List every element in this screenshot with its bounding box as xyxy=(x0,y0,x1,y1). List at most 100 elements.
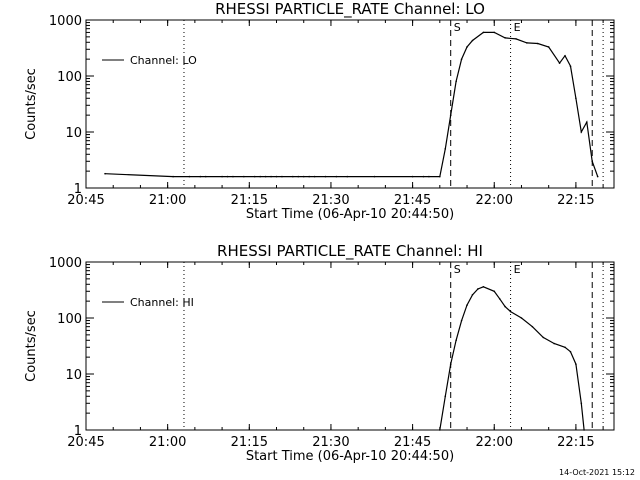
data-point xyxy=(281,175,283,178)
data-point xyxy=(553,342,555,345)
y-tick-label: 1 xyxy=(74,182,82,197)
x-tick-label: 21:30 xyxy=(312,435,349,450)
data-point xyxy=(575,363,577,365)
data-point xyxy=(302,175,305,178)
data-point xyxy=(199,175,202,178)
data-point xyxy=(482,286,485,288)
data-point xyxy=(221,175,223,178)
x-tick-label: 21:45 xyxy=(394,193,431,208)
data-point xyxy=(466,304,468,306)
data-point xyxy=(204,175,207,178)
data-point xyxy=(259,175,261,178)
data-point xyxy=(243,175,245,178)
data-point xyxy=(172,175,174,178)
x-tick-label: 21:30 xyxy=(312,193,349,208)
x-tick-label: 22:15 xyxy=(557,435,594,450)
data-point xyxy=(292,175,294,178)
data-point xyxy=(509,310,512,313)
data-point xyxy=(536,42,539,45)
data-point xyxy=(504,305,506,308)
data-point xyxy=(264,175,267,178)
y-tick-label: 1 xyxy=(74,424,82,439)
data-point xyxy=(297,175,300,178)
marker-label: E xyxy=(514,21,521,34)
data-point xyxy=(498,298,501,300)
data-point xyxy=(275,175,278,178)
data-point xyxy=(428,175,430,178)
data-point xyxy=(308,175,310,178)
data-point xyxy=(335,175,338,178)
legend-label: Channel: LO xyxy=(130,54,197,67)
data-point xyxy=(444,148,447,150)
data-point xyxy=(422,175,425,178)
data-point xyxy=(504,37,506,39)
data-point xyxy=(585,121,588,123)
data-point xyxy=(411,175,414,178)
data-point xyxy=(439,429,441,431)
data-point xyxy=(270,175,272,178)
data-point xyxy=(583,429,585,431)
data-point xyxy=(253,175,256,178)
data-point xyxy=(455,339,457,342)
data-point xyxy=(449,363,452,365)
data-point xyxy=(596,175,599,178)
data-point xyxy=(104,172,106,175)
data-point xyxy=(324,175,327,178)
data-point xyxy=(449,114,452,116)
data-point xyxy=(531,325,534,328)
data-point xyxy=(558,62,561,64)
x-axis-label: Start Time (06-Apr-10 20:44:50) xyxy=(246,207,454,222)
timestamp-footer: 14-Oct-2021 15:12 xyxy=(559,468,635,477)
data-point xyxy=(580,131,583,133)
marker-label: S xyxy=(454,263,461,276)
y-tick-label: 1000 xyxy=(49,14,82,29)
plot-frame xyxy=(85,19,615,189)
data-point xyxy=(455,80,457,83)
chart-channel-lo: RHESSI PARTICLE_RATE Channel: LO 20:45 21:… xyxy=(24,0,615,222)
data-point xyxy=(569,350,572,353)
data-point xyxy=(460,58,463,60)
x-tick-label: 22:00 xyxy=(476,435,513,450)
data-point xyxy=(569,65,572,67)
marker-label: E xyxy=(514,263,521,276)
x-tick-label: 20:45 xyxy=(67,193,104,208)
data-point xyxy=(471,293,474,296)
x-tick-label: 21:15 xyxy=(231,193,268,208)
legend-label: Channel: HI xyxy=(130,296,194,309)
data-point xyxy=(313,175,316,178)
data-point xyxy=(471,39,474,42)
data-point xyxy=(466,46,468,48)
data-point xyxy=(547,46,550,48)
data-point xyxy=(526,42,528,44)
data-point xyxy=(493,290,496,293)
data-point xyxy=(444,395,447,398)
y-tick-label: 1000 xyxy=(49,256,82,271)
data-point xyxy=(460,319,463,322)
data-point xyxy=(542,336,545,339)
x-tick-label: 21:00 xyxy=(149,193,186,208)
data-point xyxy=(482,31,485,34)
y-axis-label: Counts/sec xyxy=(24,68,39,140)
x-tick-label: 20:45 xyxy=(67,435,104,450)
y-tick-label: 100 xyxy=(57,70,82,85)
data-point xyxy=(591,160,594,163)
data-point xyxy=(564,54,566,57)
data-point xyxy=(188,175,191,178)
x-axis-label: Start Time (06-Apr-10 20:44:50) xyxy=(246,449,454,464)
data-point xyxy=(232,175,234,178)
x-tick-label: 22:15 xyxy=(557,193,594,208)
data-point xyxy=(439,175,441,178)
y-tick-label: 100 xyxy=(57,312,82,327)
data-point xyxy=(226,175,229,178)
data-point xyxy=(580,402,583,405)
x-tick-label: 21:00 xyxy=(149,435,186,450)
y-tick-label: 10 xyxy=(65,126,82,141)
data-point xyxy=(520,317,523,319)
data-point xyxy=(493,31,496,34)
data-point xyxy=(564,346,566,349)
marker-label: S xyxy=(454,21,461,34)
plot-frame xyxy=(85,261,615,431)
data-point xyxy=(477,288,479,290)
data-point xyxy=(373,175,376,178)
